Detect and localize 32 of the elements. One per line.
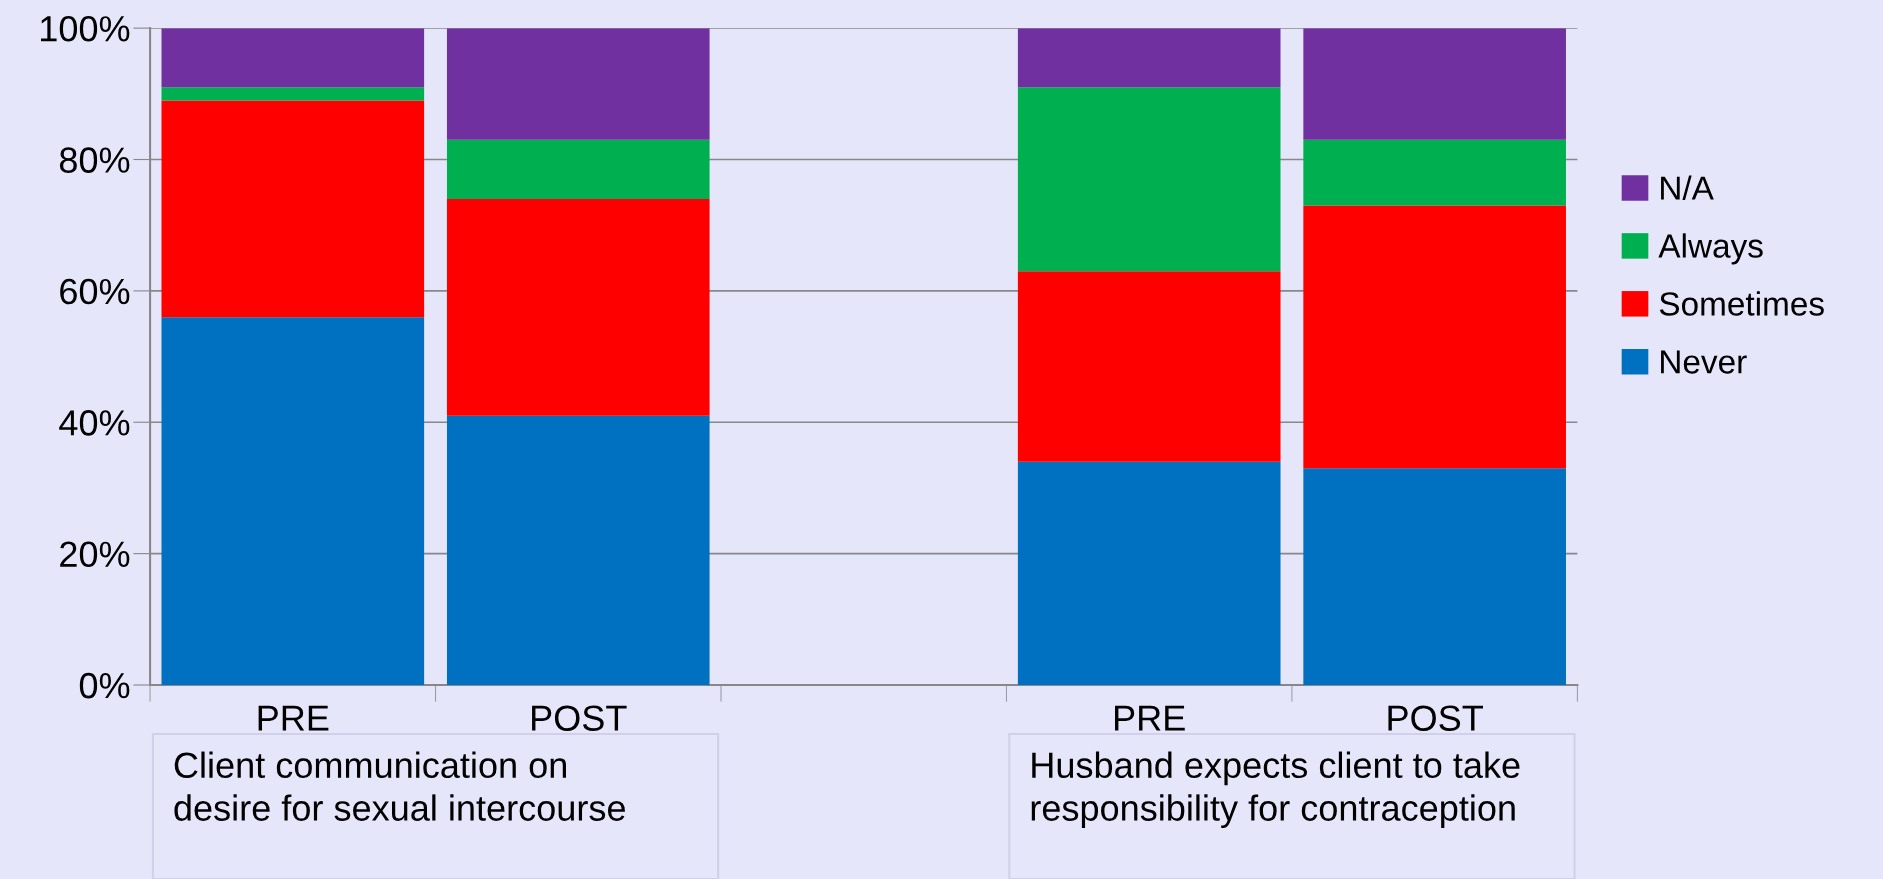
x-tick-label: POST bbox=[532, 705, 627, 731]
bar bbox=[1303, 468, 1566, 685]
bar bbox=[1017, 461, 1281, 685]
y-tick-label: 20% bbox=[60, 541, 130, 568]
bar bbox=[446, 139, 710, 199]
y-tick-label: 40% bbox=[59, 410, 130, 436]
bar bbox=[446, 415, 710, 685]
bar bbox=[1017, 28, 1281, 88]
legend-label: Always bbox=[1658, 233, 1763, 265]
bar bbox=[161, 100, 425, 318]
x-tick-label: PRE bbox=[258, 705, 329, 731]
y-tick-label: 0% bbox=[79, 672, 130, 699]
bar bbox=[1303, 205, 1566, 469]
bar bbox=[1017, 271, 1281, 462]
bar bbox=[1303, 28, 1566, 140]
bar bbox=[161, 87, 425, 101]
legend-label: Never bbox=[1661, 350, 1747, 374]
y-tick-label: 100% bbox=[41, 16, 130, 42]
y-tick-label: 80% bbox=[59, 147, 130, 173]
y-tick-label: 60% bbox=[60, 278, 130, 305]
bar bbox=[161, 28, 425, 88]
x-tick-label: POST bbox=[1388, 705, 1483, 731]
bar bbox=[161, 317, 425, 685]
text: Client communication on desire for sexual intercourse bbox=[174, 751, 625, 821]
legend-label: N/A bbox=[1661, 175, 1714, 200]
x-tick-label: PRE bbox=[1115, 705, 1185, 731]
bar bbox=[1017, 87, 1281, 272]
bar bbox=[446, 28, 710, 140]
bar bbox=[1303, 139, 1566, 206]
bar bbox=[446, 198, 710, 416]
legend-label: Sometimes bbox=[1659, 291, 1824, 316]
text: Husband expects client to take responsibility for contraception bbox=[1031, 751, 1520, 829]
